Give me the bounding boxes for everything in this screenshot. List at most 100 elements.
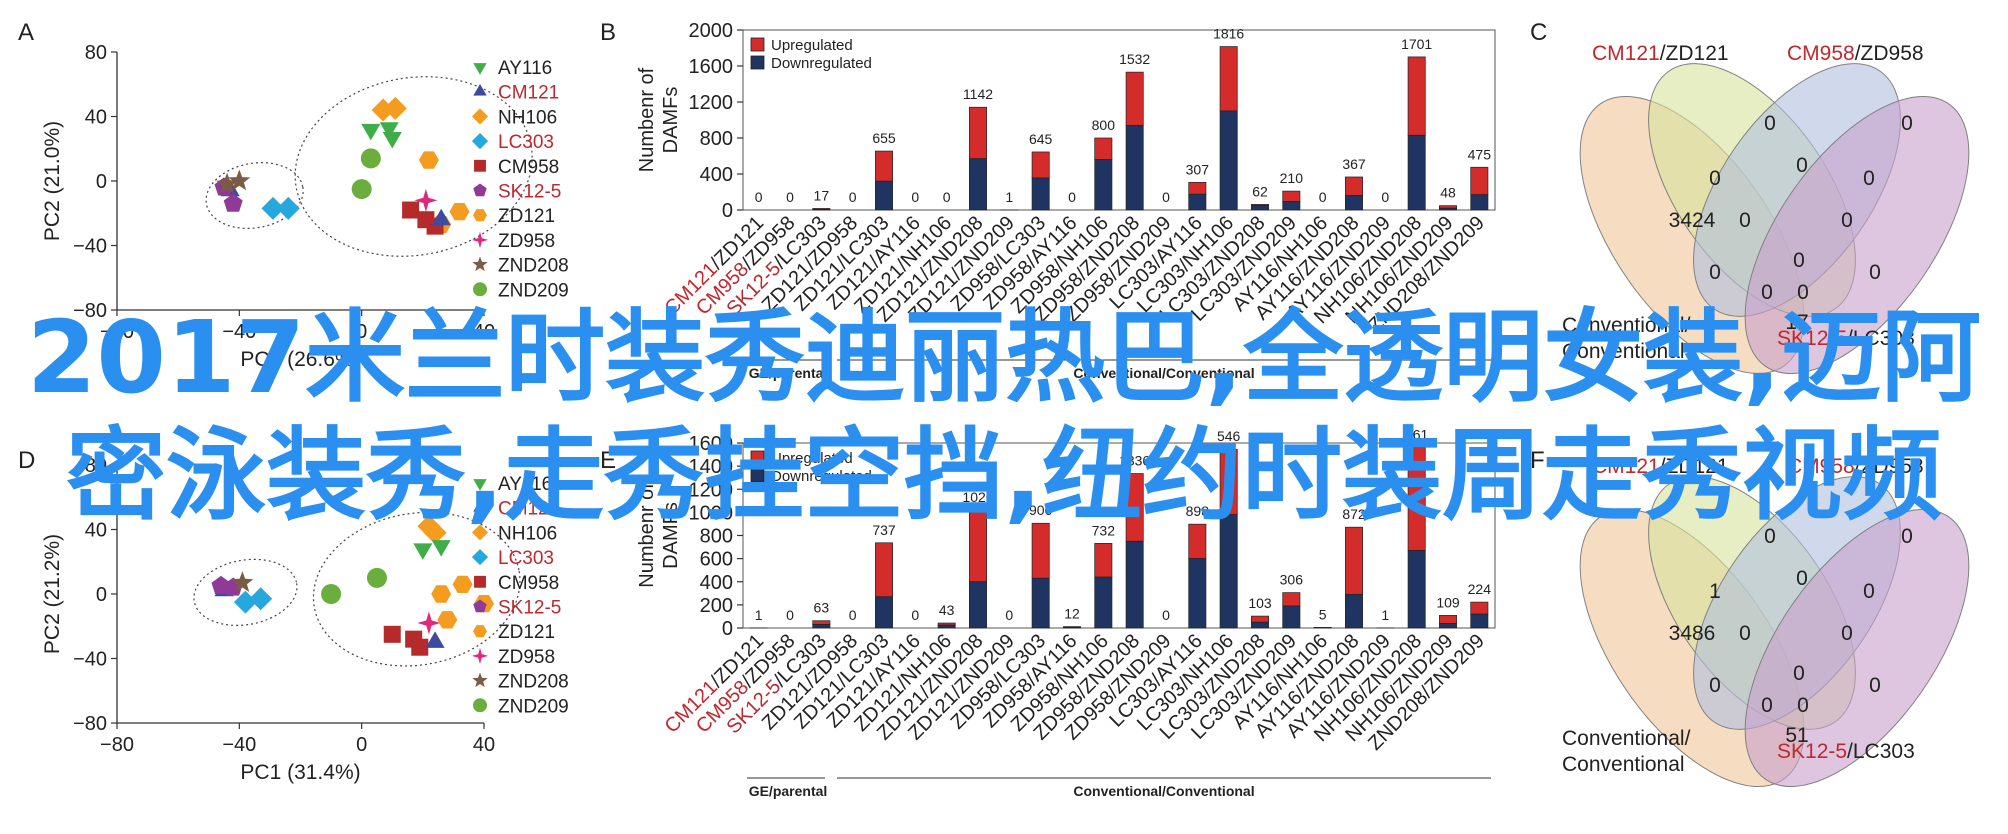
bar-value-label: 0 <box>1005 607 1013 623</box>
scatter-point <box>366 567 387 588</box>
bar-value-label: 0 <box>786 607 794 623</box>
bar-upregulated <box>1407 56 1426 136</box>
legend-label: ZND209 <box>498 280 569 301</box>
bar-downregulated <box>1282 605 1301 629</box>
cluster-ellipse <box>312 511 521 667</box>
bar-value-label: 0 <box>1381 189 1389 205</box>
scatter-point <box>411 638 429 656</box>
bar-value-label: 1701 <box>1401 36 1432 52</box>
legend-label: SK12-5 <box>498 598 561 619</box>
venn-region-value: 0 <box>1793 249 1805 272</box>
group-label: GE/parental <box>749 783 828 799</box>
panel-letter: D <box>18 447 35 474</box>
legend-label: LC303 <box>498 548 554 569</box>
bar-value-label: 210 <box>1280 170 1304 186</box>
group-label: Conventional/Conventional <box>1073 365 1254 381</box>
venn-ellipse <box>1744 96 1970 374</box>
y-tick-label: 800 <box>700 526 733 548</box>
y-tick-label: 40 <box>85 520 107 542</box>
bar-downregulated <box>1219 514 1238 629</box>
bar-upregulated <box>1439 615 1457 624</box>
bar-upregulated <box>969 106 987 160</box>
scatter-point <box>249 587 273 611</box>
legend-marker <box>473 698 487 713</box>
bar-downregulated <box>1439 623 1457 629</box>
y-tick-label: 80 <box>85 455 107 477</box>
bar-downregulated <box>1125 540 1144 629</box>
bar-value-label: 1 <box>1381 607 1389 623</box>
venn-set-label: CM121/ZD121 <box>1592 42 1729 65</box>
y-tick-label: 400 <box>700 164 733 186</box>
scatter-point <box>449 203 470 221</box>
bar-downregulated <box>812 624 831 629</box>
bar-value-label: 561 <box>1405 427 1429 443</box>
overlay-banner-line-1: 2017米兰时装秀迪丽热巴,全透明女装,迈阿 <box>26 299 1982 416</box>
bar-upregulated <box>875 150 893 182</box>
bar-value-label: 17 <box>814 187 830 203</box>
x-tick-label: 40 <box>473 734 495 756</box>
cluster-ellipse <box>193 558 298 627</box>
bar-value-label: 0 <box>1162 189 1170 205</box>
y-tick-label: 0 <box>96 584 107 606</box>
bar-value-label: 0 <box>849 607 857 623</box>
bar-upregulated <box>1345 526 1363 595</box>
scatter-point <box>361 123 381 141</box>
bar-downregulated <box>812 208 831 211</box>
scatter-point <box>402 201 420 219</box>
legend-marker <box>473 183 487 197</box>
venn-region-value: 0 <box>1764 112 1776 135</box>
y-tick-label: 0 <box>722 200 733 222</box>
venn-region-value: 0 <box>1793 662 1805 685</box>
bar-value-label: 0 <box>755 189 763 205</box>
x-axis-label: PC1 (31.4%) <box>240 761 360 784</box>
bar-value-label: 43 <box>939 602 955 618</box>
bar-value-label: 367 <box>1342 156 1366 172</box>
legend-label: AY116 <box>498 58 552 79</box>
y-axis-label: PC2 (21.2%) <box>41 534 64 654</box>
legend-marker <box>474 575 486 588</box>
bar-value-label: 0 <box>849 189 857 205</box>
legend-label: ZND209 <box>498 696 569 717</box>
bar-downregulated <box>1094 576 1113 629</box>
venn-set-label: CM958/ZD958 <box>1787 455 1924 478</box>
x-tick-label: −80 <box>100 734 134 756</box>
venn-set-label: Conventional <box>1562 340 1685 363</box>
panel-a: A −80 −40 0 40 80 −80 −40 0 40 PC1 (26.6%) PC2 (21.… <box>18 19 569 371</box>
bar-downregulated <box>1031 177 1050 211</box>
scatter-point <box>414 188 438 212</box>
bar-value-label: 1020 <box>962 489 993 505</box>
group-label: GE/parental <box>749 365 828 381</box>
bar-downregulated <box>1063 626 1081 629</box>
bar-value-label: 0 <box>1162 607 1170 623</box>
legend-label: Downregulated <box>771 55 872 72</box>
bar-value-label: 1336 <box>1119 453 1150 469</box>
scatter-point <box>413 543 433 560</box>
bar-value-label: 307 <box>1186 161 1210 177</box>
legend-swatch-downregulated <box>750 468 765 483</box>
legend-label: CM958 <box>498 573 559 594</box>
scatter-point <box>276 196 300 220</box>
bar-downregulated <box>1345 594 1363 629</box>
bar-value-label: 0 <box>911 189 919 205</box>
legend-label: Downregulated <box>771 468 872 485</box>
y-tick-label: 1600 <box>689 56 734 78</box>
bar-downregulated <box>937 624 956 629</box>
legend-label: ZD121 <box>498 622 555 643</box>
bar-downregulated <box>1470 194 1489 211</box>
y-tick-label: 40 <box>85 107 107 129</box>
legend-marker <box>471 549 489 566</box>
legend-marker <box>473 479 487 491</box>
bar-upregulated <box>875 542 893 598</box>
bar-value-label: 645 <box>1029 131 1053 147</box>
legend-marker <box>473 500 487 512</box>
panel-f: F00348612100000000510CM121/ZD121CM958/ZD… <box>1530 447 1970 787</box>
bar-upregulated <box>1282 592 1301 607</box>
cluster-ellipse <box>294 76 533 257</box>
bar-value-label: 1 <box>1005 189 1013 205</box>
y-tick-label: 400 <box>700 572 733 594</box>
bar-value-label: 62 <box>1252 183 1268 199</box>
scatter-point <box>383 96 407 120</box>
cluster-ellipse <box>205 162 304 229</box>
